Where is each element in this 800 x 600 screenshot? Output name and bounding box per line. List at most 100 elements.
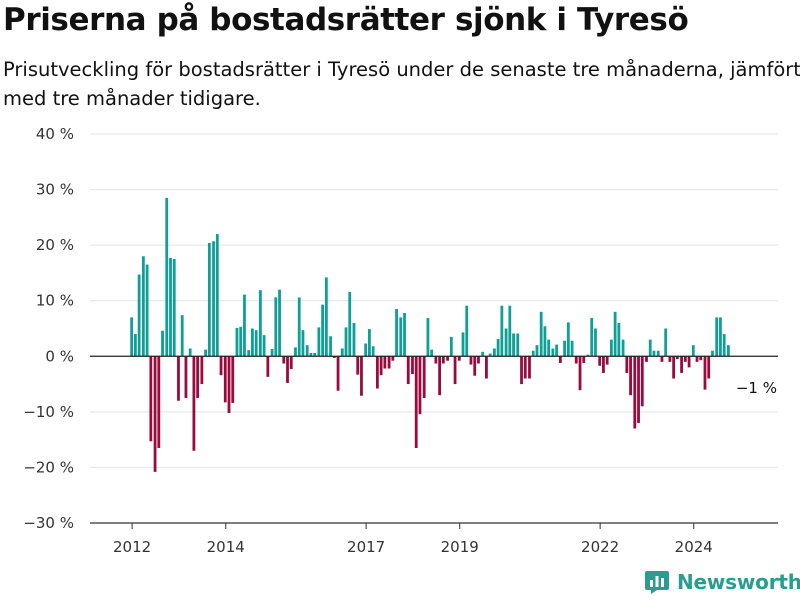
bar [383, 356, 387, 369]
bar [239, 326, 243, 357]
bar [133, 334, 137, 357]
bar [621, 339, 625, 357]
bar [172, 259, 176, 357]
bar [645, 356, 648, 362]
y-tick-label: 30 % [36, 181, 74, 199]
bar [535, 345, 539, 357]
y-tick-label: −10 % [23, 403, 74, 421]
bar [321, 304, 325, 357]
bar [582, 356, 586, 363]
bar [481, 351, 485, 357]
chart-title: Priserna på bostadsrätter sjönk i Tyresö [3, 2, 689, 38]
bar [317, 327, 321, 357]
bar [344, 327, 348, 357]
grid-lines [90, 133, 778, 524]
bar [294, 347, 297, 357]
bar [512, 333, 515, 357]
bar [719, 317, 722, 357]
bar [309, 352, 313, 357]
bar [656, 350, 660, 357]
y-tick-label: −30 % [23, 514, 74, 532]
bar [488, 353, 492, 357]
x-tick-label: 2017 [347, 538, 385, 556]
bar [169, 257, 172, 357]
bar [528, 356, 531, 379]
bar [461, 332, 465, 357]
bar [687, 356, 691, 368]
bar [235, 327, 239, 357]
bar [675, 356, 679, 360]
bar [613, 311, 617, 357]
x-tick-label: 2022 [581, 538, 619, 556]
bar [262, 335, 266, 357]
bar [664, 328, 668, 357]
bar [629, 356, 632, 396]
bar [520, 356, 523, 385]
bar [348, 291, 352, 357]
bar [149, 356, 153, 442]
newsworthy-logo: Newsworthy [644, 569, 800, 595]
bar [633, 356, 637, 429]
bar [188, 348, 192, 357]
bar [699, 356, 703, 361]
bar [165, 197, 169, 357]
brand-name: Newsworthy [677, 570, 800, 594]
x-tick-label: 2024 [675, 538, 713, 556]
bar [516, 333, 520, 357]
bar [352, 322, 356, 357]
bar [406, 356, 410, 385]
y-tick-label: 40 % [36, 125, 74, 143]
bar [336, 356, 340, 391]
bar [274, 297, 278, 357]
bar [414, 356, 418, 448]
bar [555, 344, 559, 357]
bar [297, 297, 301, 357]
logo-icon [645, 571, 669, 594]
bar [422, 356, 426, 398]
bar [161, 330, 164, 357]
bar [332, 356, 336, 358]
x-tick-label: 2012 [113, 538, 151, 556]
bar [215, 234, 219, 357]
bar [539, 311, 543, 357]
bar [231, 356, 235, 403]
bar [441, 356, 445, 364]
bar [192, 356, 196, 451]
bar [137, 274, 141, 357]
bar [680, 356, 683, 373]
bar [418, 356, 422, 415]
y-tick-label: −20 % [23, 458, 74, 476]
bar [204, 349, 208, 357]
bar [141, 256, 145, 357]
chart-subtitle: Prisutveckling för bostadsrätter i Tyres… [3, 58, 800, 110]
bar [504, 328, 508, 357]
y-axis-tick-labels: −30 % −20 % −10 % 0 % 10 % 20 % 30 % 40 % [23, 125, 74, 532]
bar [594, 328, 597, 357]
bar [438, 356, 442, 396]
bar [648, 339, 652, 357]
bar [227, 356, 231, 413]
bar [177, 356, 180, 401]
bar [387, 356, 391, 369]
bar [598, 356, 602, 366]
bar [453, 356, 457, 385]
y-tick-label: 20 % [36, 236, 74, 254]
bar [364, 343, 368, 357]
bar [672, 356, 676, 379]
bar [371, 346, 375, 357]
bar [683, 356, 687, 362]
bar [399, 317, 403, 357]
bar [446, 356, 449, 361]
bar [184, 356, 188, 398]
bar [426, 317, 430, 357]
bar [543, 326, 547, 357]
bar [200, 356, 204, 385]
bar [652, 350, 656, 357]
bar [329, 336, 332, 357]
bar [590, 317, 594, 357]
bar [391, 356, 395, 361]
bar [258, 290, 262, 357]
bar [570, 340, 574, 357]
bar [469, 356, 473, 365]
